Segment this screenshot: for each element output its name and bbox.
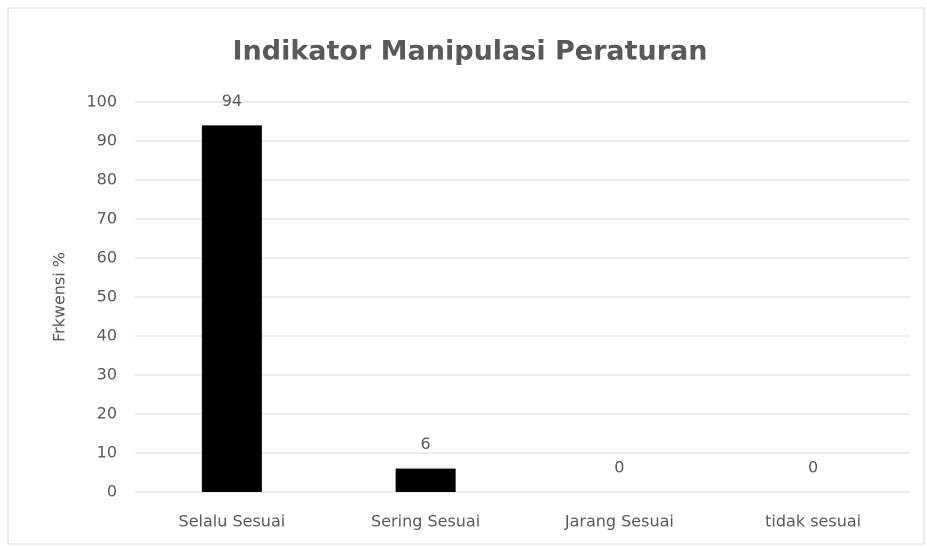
- x-tick-label: Selalu Sesuai: [179, 512, 286, 531]
- y-tick-label: 10: [97, 443, 117, 462]
- y-tick-label: 40: [97, 326, 117, 345]
- x-tick-label: Sering Sesuai: [371, 512, 480, 531]
- y-tick-label: 70: [97, 209, 117, 228]
- y-tick-label: 60: [97, 248, 117, 267]
- y-tick-label: 100: [86, 92, 117, 111]
- x-tick-label: Jarang Sesuai: [564, 512, 674, 531]
- bar: [395, 468, 456, 492]
- y-tick-label: 30: [97, 365, 117, 384]
- y-tick-label: 0: [107, 482, 117, 501]
- y-tick-label: 80: [97, 170, 117, 189]
- data-label: 0: [808, 458, 818, 477]
- x-tick-label: tidak sesuai: [765, 512, 861, 531]
- y-tick-label: 50: [97, 287, 117, 306]
- y-tick-label: 90: [97, 131, 117, 150]
- data-label: 94: [222, 91, 242, 110]
- bar: [201, 125, 262, 493]
- data-label: 0: [614, 458, 624, 477]
- y-axis-label: Frkwensi %: [50, 252, 69, 342]
- chart-frame: [7, 7, 925, 545]
- y-tick-label: 20: [97, 404, 117, 423]
- data-label: 6: [421, 434, 431, 453]
- chart-title: Indikator Manipulasi Peraturan: [232, 36, 707, 67]
